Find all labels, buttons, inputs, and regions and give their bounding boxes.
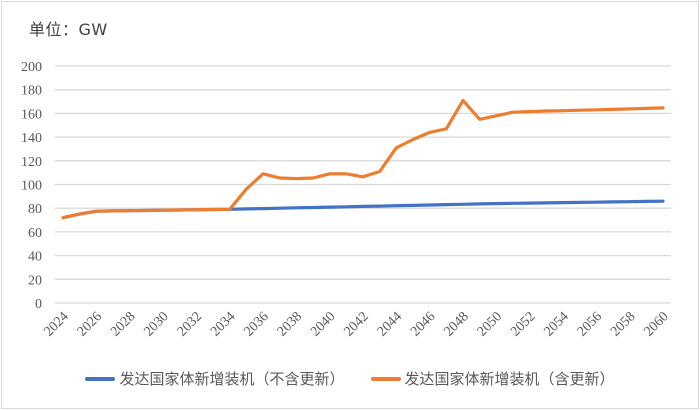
legend-item-including-renewal[interactable]: 发达国家体新增装机（含更新） — [370, 368, 615, 389]
x-tick-label: 2036 — [241, 309, 271, 339]
legend-label: 发达国家体新增装机（含更新） — [404, 370, 615, 388]
legend-swatch-blue — [85, 376, 116, 381]
x-axis-ticks: 2024 2026 2028 2030 2032 2034 2036 2038 2040 2042… — [41, 309, 671, 339]
y-axis-ticks: 0 20 40 60 80 100 120 140 160 180 200 — [21, 60, 42, 312]
y-tick-label: 180 — [21, 84, 42, 99]
x-tick-label: 2060 — [641, 309, 671, 339]
y-tick-label: 120 — [21, 155, 42, 170]
series-lines — [61, 98, 665, 220]
y-tick-label: 60 — [28, 226, 42, 241]
unit-label: 单位：GW — [29, 20, 108, 39]
legend: 发达国家体新增装机（不含更新） 发达国家体新增装机（含更新） — [0, 368, 700, 389]
y-tick-label: 80 — [28, 202, 42, 217]
series-line-including-renewal — [61, 98, 665, 220]
x-tick-label: 2050 — [475, 309, 505, 339]
x-tick-label: 2026 — [75, 309, 105, 339]
y-tick-label: 20 — [28, 273, 42, 288]
y-tick-label: 0 — [35, 297, 42, 312]
legend-label: 发达国家体新增装机（不含更新） — [119, 370, 345, 388]
x-tick-label: 2058 — [608, 309, 638, 339]
x-tick-label: 2024 — [41, 309, 71, 339]
x-tick-label: 2040 — [308, 309, 338, 339]
x-tick-label: 2054 — [541, 309, 571, 339]
legend-item-excluding-renewal[interactable]: 发达国家体新增装机（不含更新） — [85, 368, 345, 389]
x-tick-label: 2044 — [375, 309, 405, 339]
y-tick-label: 200 — [21, 60, 42, 75]
x-tick-label: 2032 — [175, 309, 205, 339]
x-tick-label: 2038 — [275, 309, 305, 339]
x-tick-label: 2048 — [441, 309, 471, 339]
y-tick-label: 100 — [21, 179, 42, 194]
x-tick-label: 2052 — [508, 309, 538, 339]
x-tick-label: 2030 — [141, 309, 171, 339]
gridlines — [55, 65, 671, 304]
x-tick-label: 2042 — [341, 309, 371, 339]
legend-swatch-orange — [370, 376, 401, 381]
x-tick-label: 2034 — [208, 309, 238, 339]
y-tick-label: 40 — [28, 250, 42, 265]
x-tick-label: 2046 — [408, 309, 438, 339]
x-tick-label: 2056 — [575, 309, 605, 339]
y-tick-label: 140 — [21, 131, 42, 146]
x-tick-label: 2028 — [108, 309, 138, 339]
y-tick-label: 160 — [21, 107, 42, 122]
